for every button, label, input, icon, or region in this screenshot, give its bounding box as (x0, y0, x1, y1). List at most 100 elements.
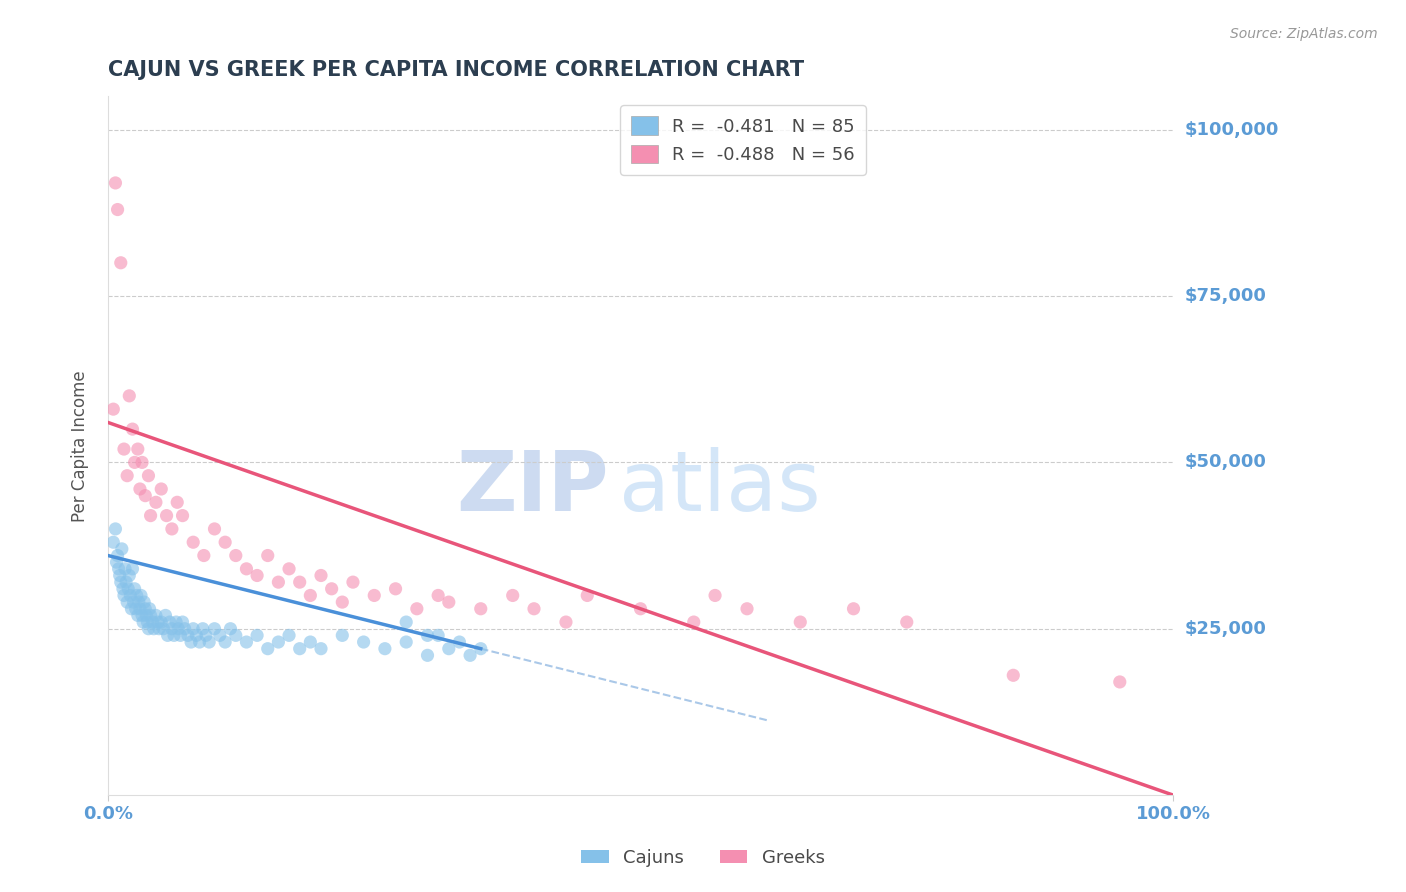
Point (134, 601, 156, 615)
Point (405, 601, 427, 615)
Point (114, 562, 136, 576)
Point (470, 601, 492, 615)
Point (1108, 675, 1130, 690)
Text: CAJUN VS GREEK PER CAPITA INCOME CORRELATION CHART: CAJUN VS GREEK PER CAPITA INCOME CORRELA… (108, 60, 804, 79)
Point (124, 455, 146, 469)
Point (177, 628, 200, 642)
Point (214, 535, 236, 549)
Point (330, 628, 353, 642)
Point (129, 482, 152, 496)
Point (115, 468, 138, 483)
Point (256, 641, 278, 656)
Point (108, 568, 131, 582)
Point (219, 622, 242, 636)
Point (104, 522, 127, 536)
Point (395, 615, 418, 629)
Point (127, 608, 149, 623)
Point (110, 575, 132, 590)
Point (896, 615, 918, 629)
Point (129, 589, 152, 603)
Y-axis label: Per Capita Income: Per Capita Income (72, 370, 89, 522)
Point (267, 575, 290, 590)
Point (163, 628, 186, 642)
Text: $25,000: $25,000 (1184, 620, 1265, 638)
Point (427, 628, 450, 642)
Point (1002, 668, 1025, 682)
Point (125, 601, 148, 615)
Point (789, 615, 811, 629)
Point (288, 641, 311, 656)
Point (225, 549, 247, 563)
Point (267, 635, 290, 649)
Point (278, 562, 301, 576)
Point (299, 635, 322, 649)
Point (138, 601, 160, 615)
Point (110, 256, 132, 270)
Point (122, 595, 145, 609)
Point (115, 575, 138, 590)
Point (118, 389, 141, 403)
Point (735, 601, 758, 615)
Point (191, 622, 214, 636)
Point (128, 595, 150, 609)
Point (246, 568, 269, 582)
Point (186, 628, 208, 642)
Point (159, 615, 181, 629)
Point (139, 508, 162, 523)
Point (181, 535, 204, 549)
Point (112, 442, 135, 456)
Point (342, 575, 364, 590)
Point (172, 615, 194, 629)
Point (172, 508, 194, 523)
Point (150, 482, 173, 496)
Point (169, 628, 191, 642)
Point (523, 601, 546, 615)
Point (112, 589, 135, 603)
Point (150, 615, 173, 629)
Point (131, 455, 153, 469)
Point (160, 522, 183, 536)
Point (502, 589, 524, 603)
Point (152, 622, 174, 636)
Point (132, 615, 155, 629)
Point (225, 628, 247, 642)
Point (173, 622, 195, 636)
Point (131, 608, 153, 623)
Point (138, 622, 160, 636)
Point (704, 589, 727, 603)
Point (167, 622, 190, 636)
Point (256, 549, 278, 563)
Point (246, 628, 269, 642)
Text: atlas: atlas (619, 447, 821, 528)
Point (204, 622, 226, 636)
Point (330, 595, 353, 609)
Legend: Cajuns, Greeks: Cajuns, Greeks (574, 842, 832, 874)
Point (139, 608, 162, 623)
Point (121, 562, 143, 576)
Point (321, 582, 343, 596)
Point (105, 555, 128, 569)
Text: $50,000: $50,000 (1184, 453, 1265, 471)
Point (235, 635, 257, 649)
Point (384, 582, 406, 596)
Point (353, 635, 375, 649)
Point (125, 589, 148, 603)
Point (416, 648, 439, 663)
Point (309, 568, 332, 582)
Point (155, 508, 177, 523)
Point (117, 582, 139, 596)
Point (104, 176, 127, 190)
Point (416, 628, 439, 642)
Point (458, 648, 481, 663)
Point (103, 402, 125, 417)
Point (395, 635, 418, 649)
Point (111, 582, 134, 596)
Point (121, 422, 143, 436)
Point (155, 608, 177, 623)
Point (135, 608, 157, 623)
Point (437, 641, 460, 656)
Point (120, 589, 142, 603)
Point (129, 601, 152, 615)
Point (127, 442, 149, 456)
Point (165, 615, 187, 629)
